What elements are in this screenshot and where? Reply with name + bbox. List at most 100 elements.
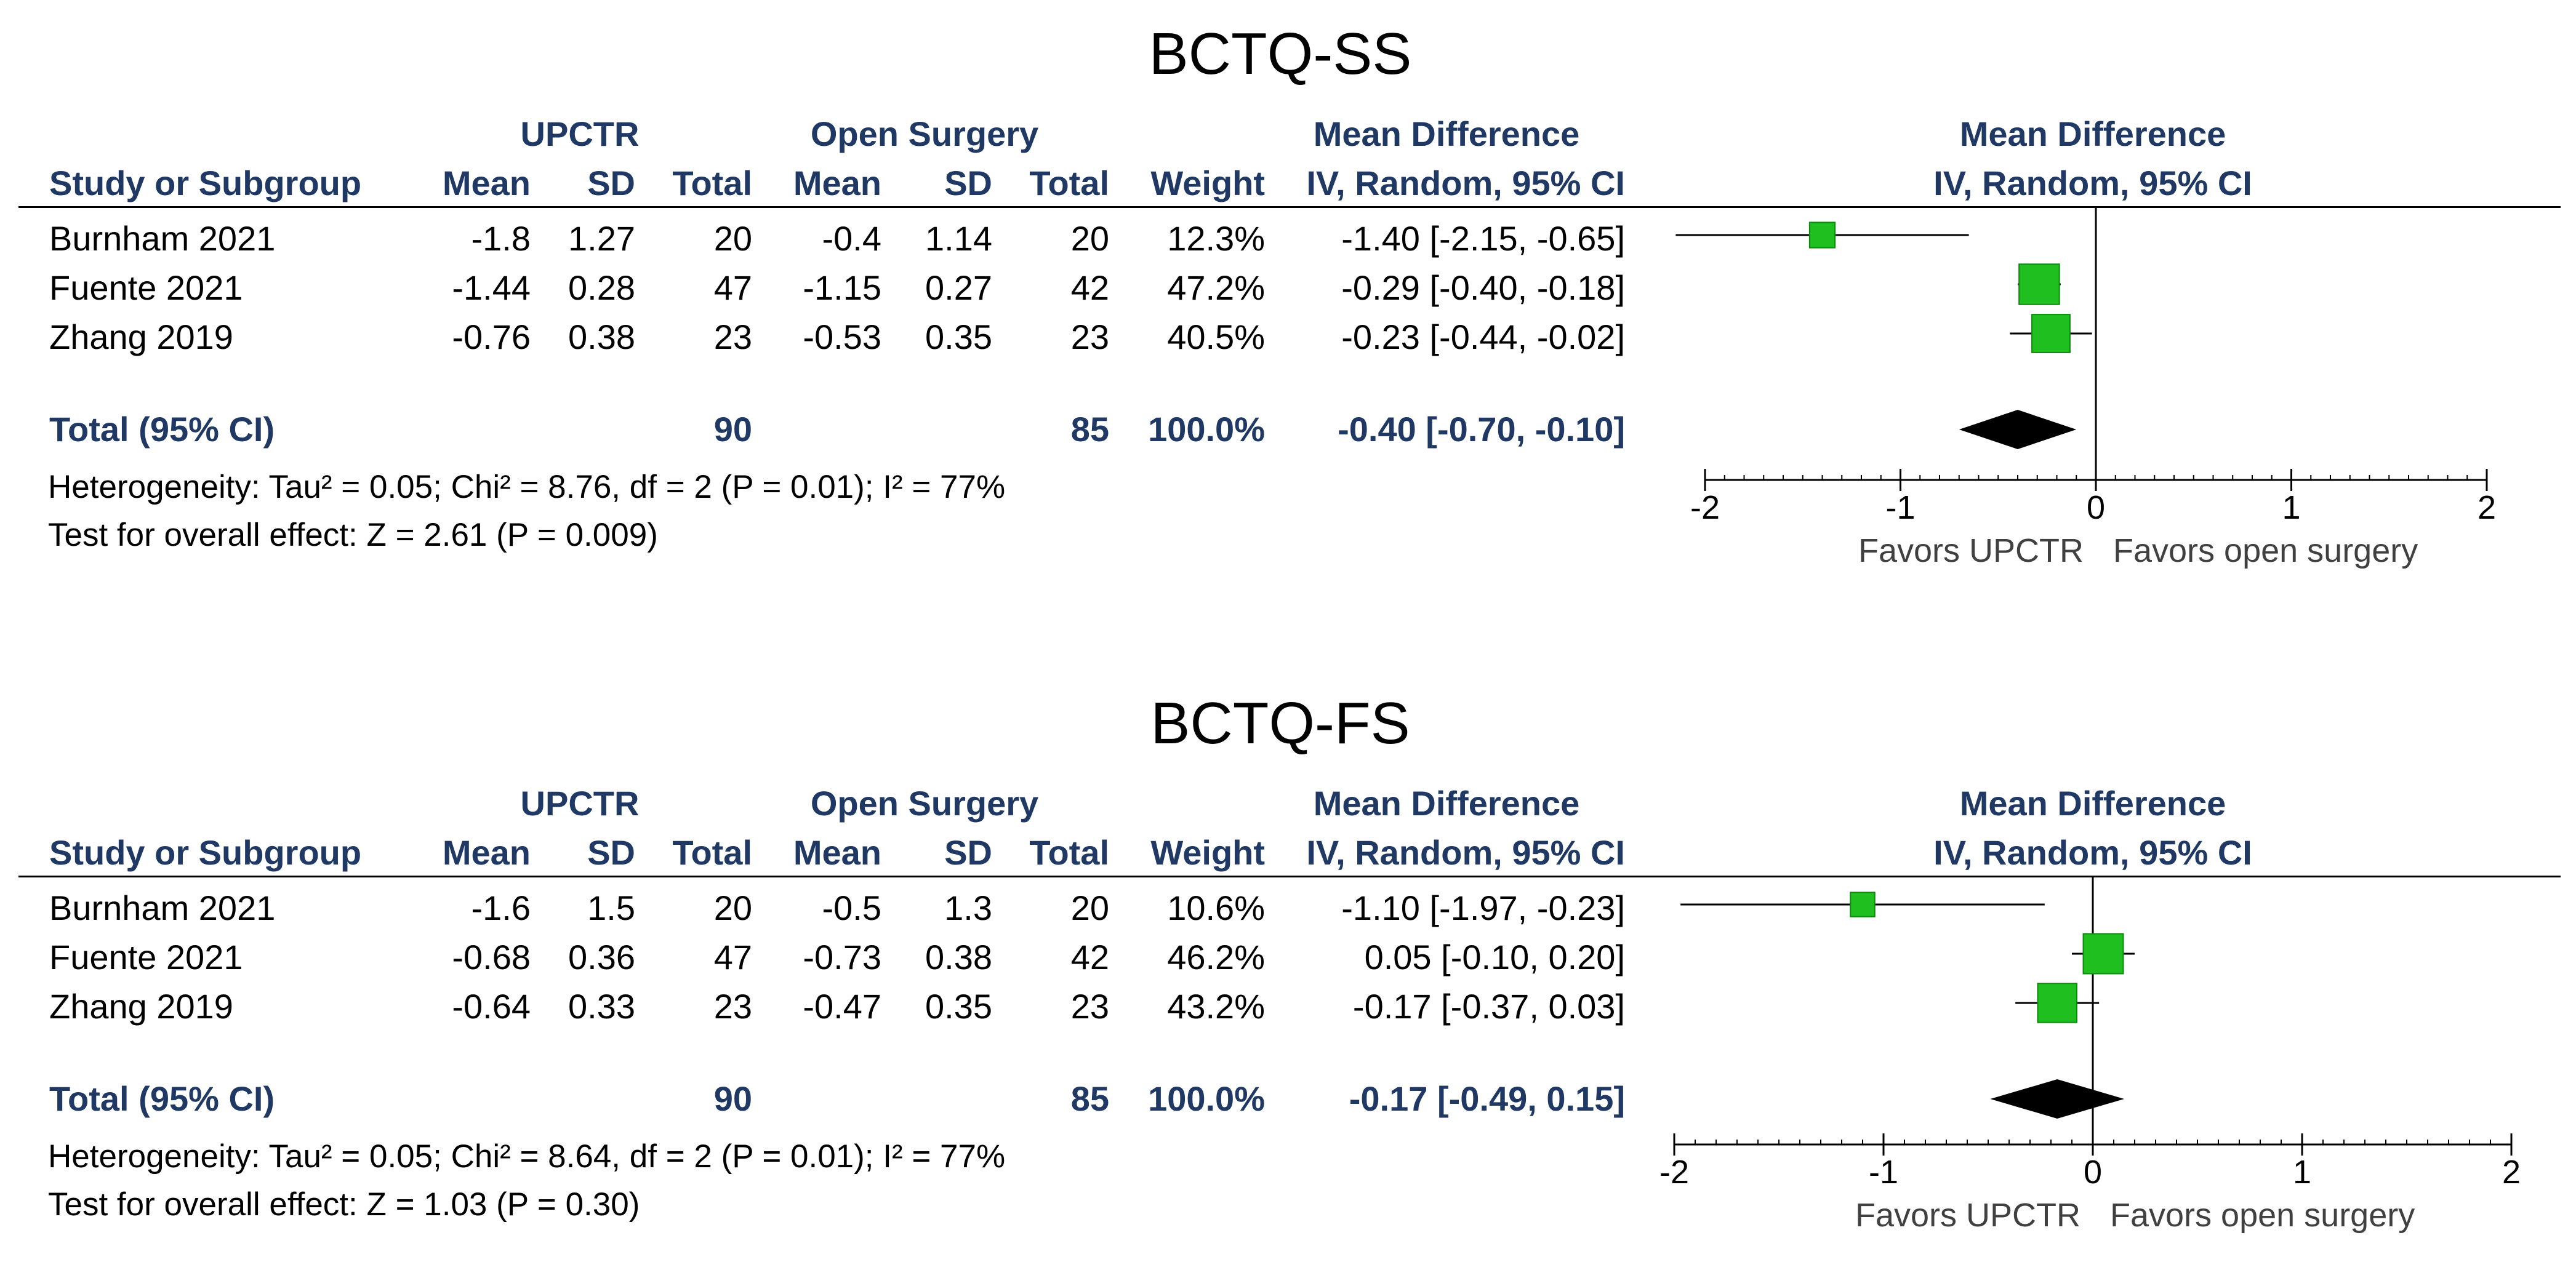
total-upctr: 20 (713, 889, 752, 927)
study-effect-marker (1850, 892, 1876, 917)
total-open: 20 (1070, 219, 1109, 258)
header-sd-open: SD (944, 164, 992, 202)
study-name: Fuente 2021 (49, 938, 243, 976)
header-plot-mean-difference: Mean Difference (1959, 784, 2226, 823)
header-total-upctr: Total (672, 164, 752, 202)
study-weight: 46.2% (1167, 938, 1265, 976)
mean-upctr: -1.8 (471, 219, 531, 258)
header-sd-upctr: SD (587, 833, 635, 872)
total-md-ci: -0.17 [-0.49, 0.15] (1349, 1079, 1625, 1118)
total-weight: 100.0% (1148, 410, 1265, 449)
study-weight: 43.2% (1167, 987, 1265, 1026)
total-label: Total (95% CI) (49, 1079, 275, 1118)
header-md-method: IV, Random, 95% CI (1306, 164, 1625, 202)
mean-upctr: -0.76 (452, 318, 531, 356)
total-open: 42 (1070, 268, 1109, 307)
header-md-method: IV, Random, 95% CI (1306, 833, 1625, 872)
header-study: Study or Subgroup (49, 164, 362, 202)
total-label: Total (95% CI) (49, 410, 275, 449)
mean-open: -0.53 (803, 318, 881, 356)
header-total-open: Total (1029, 164, 1109, 202)
header-mean-upctr: Mean (442, 833, 531, 872)
header-mean-difference: Mean Difference (1313, 114, 1580, 153)
study-md-ci: -1.10 [-1.97, -0.23] (1341, 889, 1625, 927)
total-upctr: 20 (713, 219, 752, 258)
sd-upctr: 1.27 (568, 219, 635, 258)
study-effect-marker (2037, 983, 2077, 1023)
header-group-upctr: UPCTR (520, 784, 640, 823)
header-mean-open: Mean (793, 164, 881, 202)
study-weight: 12.3% (1167, 219, 1265, 258)
total-n-open: 85 (1070, 1079, 1109, 1118)
x-tick-label: -2 (1690, 489, 1720, 526)
pooled-effect-diamond (1959, 410, 2077, 449)
x-label-favors-upctr: Favors UPCTR (1858, 532, 2084, 569)
header-group-open-surgery: Open Surgery (810, 784, 1039, 823)
x-tick-label: -1 (1885, 489, 1916, 526)
header-group-upctr: UPCTR (520, 114, 640, 153)
panel-title: BCTQ-SS (1149, 21, 1412, 87)
sd-upctr: 0.33 (568, 987, 635, 1026)
header-sd-upctr: SD (587, 164, 635, 202)
study-effect-marker (2018, 263, 2060, 305)
heterogeneity-note: Heterogeneity: Tau² = 0.05; Chi² = 8.64,… (48, 1138, 1006, 1175)
x-tick-label: 1 (2282, 489, 2301, 526)
mean-open: -1.15 (803, 268, 881, 307)
study-weight: 10.6% (1167, 889, 1265, 927)
header-total-upctr: Total (672, 833, 752, 872)
study-name: Zhang 2019 (49, 318, 233, 356)
sd-open: 0.27 (925, 268, 992, 307)
panel-title: BCTQ-FS (1150, 690, 1410, 756)
sd-open: 0.35 (925, 318, 992, 356)
mean-open: -0.47 (803, 987, 881, 1026)
mean-upctr: -1.6 (471, 889, 531, 927)
x-tick-label: 2 (2477, 489, 2497, 526)
study-name: Burnham 2021 (49, 889, 276, 927)
total-upctr: 47 (713, 938, 752, 976)
x-label-favors-open-surgery: Favors open surgery (2113, 532, 2418, 569)
study-effect-marker (2031, 314, 2071, 353)
x-label-favors-upctr: Favors UPCTR (1855, 1197, 2080, 1234)
mean-upctr: -0.68 (452, 938, 531, 976)
total-open: 20 (1070, 889, 1109, 927)
header-total-open: Total (1029, 833, 1109, 872)
study-md-ci: -1.40 [-2.15, -0.65] (1341, 219, 1625, 258)
study-name: Fuente 2021 (49, 268, 243, 307)
x-tick-label: -1 (1868, 1154, 1898, 1191)
total-upctr: 23 (713, 987, 752, 1026)
total-upctr: 23 (713, 318, 752, 356)
header-weight: Weight (1150, 164, 1265, 202)
total-open: 42 (1070, 938, 1109, 976)
sd-upctr: 0.36 (568, 938, 635, 976)
sd-open: 0.35 (925, 987, 992, 1026)
header-mean-open: Mean (793, 833, 881, 872)
study-name: Zhang 2019 (49, 987, 233, 1026)
study-md-ci: -0.17 [-0.37, 0.03] (1352, 987, 1625, 1026)
mean-open: -0.5 (822, 889, 882, 927)
mean-upctr: -0.64 (452, 987, 531, 1026)
heterogeneity-note: Heterogeneity: Tau² = 0.05; Chi² = 8.76,… (48, 469, 1006, 505)
x-tick-label: -2 (1659, 1154, 1689, 1191)
sd-upctr: 0.28 (568, 268, 635, 307)
x-tick-label: 0 (2086, 489, 2106, 526)
header-plot-method: IV, Random, 95% CI (1933, 833, 2252, 872)
overall-effect-note: Test for overall effect: Z = 2.61 (P = 0… (48, 517, 658, 553)
header-rule (18, 876, 2561, 877)
header-plot-method: IV, Random, 95% CI (1933, 164, 2252, 202)
sd-open: 1.3 (944, 889, 992, 927)
total-weight: 100.0% (1148, 1079, 1265, 1118)
sd-open: 0.38 (925, 938, 992, 976)
total-open: 23 (1070, 318, 1109, 356)
x-tick-label: 2 (2502, 1154, 2521, 1191)
mean-upctr: -1.44 (452, 268, 531, 307)
total-upctr: 47 (713, 268, 752, 307)
header-plot-mean-difference: Mean Difference (1959, 114, 2226, 153)
header-sd-open: SD (944, 833, 992, 872)
study-md-ci: -0.23 [-0.44, -0.02] (1341, 318, 1625, 356)
x-tick-label: 1 (2292, 1154, 2312, 1191)
header-group-open-surgery: Open Surgery (810, 114, 1039, 153)
total-open: 23 (1070, 987, 1109, 1026)
study-md-ci: -0.29 [-0.40, -0.18] (1341, 268, 1625, 307)
